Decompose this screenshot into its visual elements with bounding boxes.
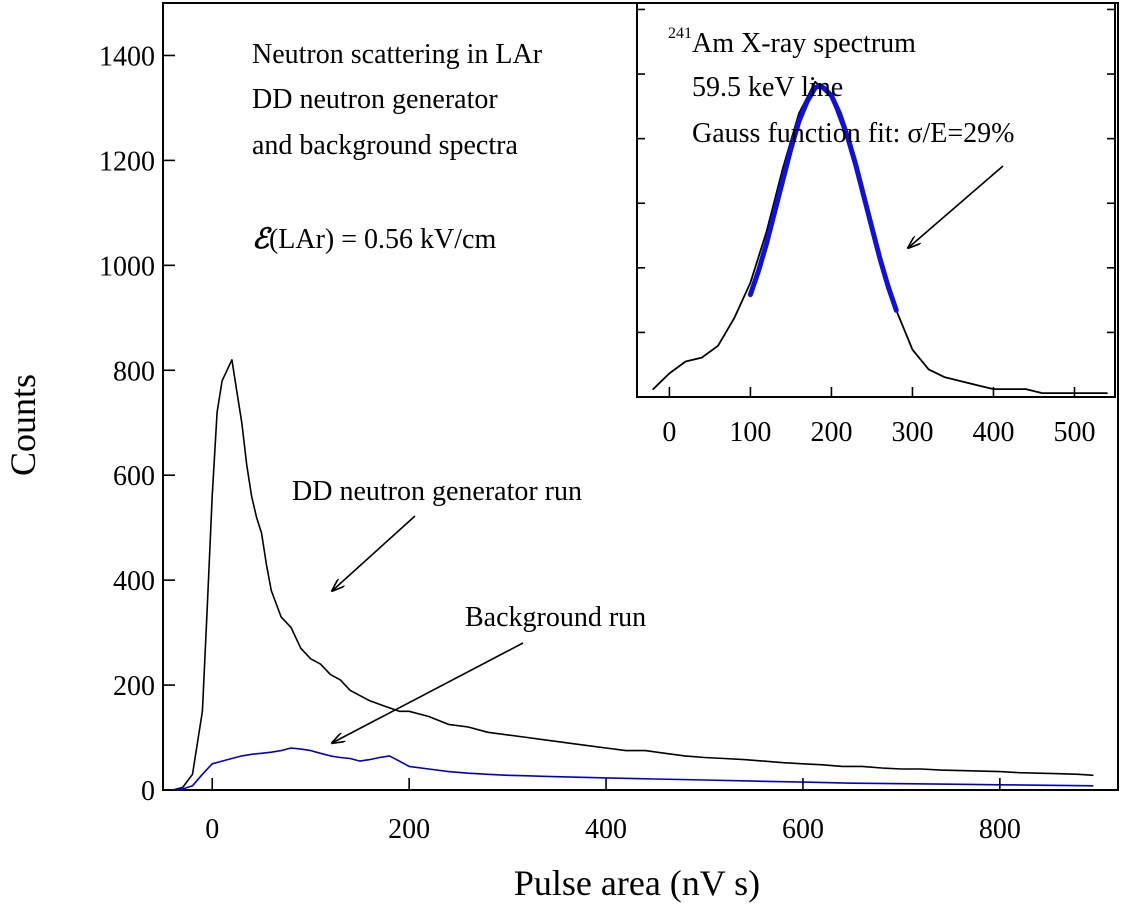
neutron-run-arrow [332,516,415,591]
main-annotation-line-1: Neutron scattering in LAr [252,39,543,70]
inset-plot: 0 100 200 300 400 500 241Am X-ray spectrum 59… [637,3,1115,448]
y-axis-title: Counts [3,374,43,476]
inset-plot-frame [637,3,1115,397]
inset-x-tick-label: 200 [810,417,852,448]
field-value: (LAr) = 0.56 kV/cm [269,224,497,255]
series-line-background_run [173,748,1094,790]
y-tick-label: 1200 [99,146,155,177]
y-tick-label: 400 [113,566,155,597]
neutron-run-label: DD neutron generator run [292,476,582,507]
y-tick-label: 600 [113,461,155,492]
main-annotation-line-3: and background spectra [252,130,518,161]
series-line-dd_neutron_run [173,360,1094,790]
inset-x-tick-label: 400 [972,417,1014,448]
x-tick-label: 0 [205,814,219,845]
x-axis-title: Pulse area (nV s) [514,863,760,903]
inset-x-tick-label: 0 [662,417,676,448]
background-run-arrow [332,643,523,743]
x-tick-label: 600 [782,814,824,845]
x-tick-label: 200 [388,814,430,845]
inset-x-tick-label: 100 [729,417,771,448]
y-tick-label: 200 [113,671,155,702]
field-annotation: ℰ(LAr) = 0.56 kV/cm [252,224,496,255]
x-tick-label: 400 [585,814,627,845]
x-tick-label: 800 [979,814,1021,845]
main-annotation-line-2: DD neutron generator [252,84,498,115]
inset-x-tick-label: 500 [1053,417,1095,448]
y-tick-label: 0 [141,776,155,807]
y-tick-label: 1000 [99,251,155,282]
y-tick-label: 1400 [99,41,155,72]
inset-x-tick-label: 300 [891,417,933,448]
inset-annotation-line-1: 241Am X-ray spectrum [668,25,916,59]
inset-title: Am X-ray spectrum [692,28,916,59]
inset-annotation-line-3: Gauss function fit: σ/E=29% [692,118,1015,149]
inset-annotation-line-2: 59.5 keV line [692,72,843,103]
inset-isotope-superscript: 241 [668,25,692,42]
y-tick-label: 800 [113,356,155,387]
background-run-label: Background run [465,602,646,633]
